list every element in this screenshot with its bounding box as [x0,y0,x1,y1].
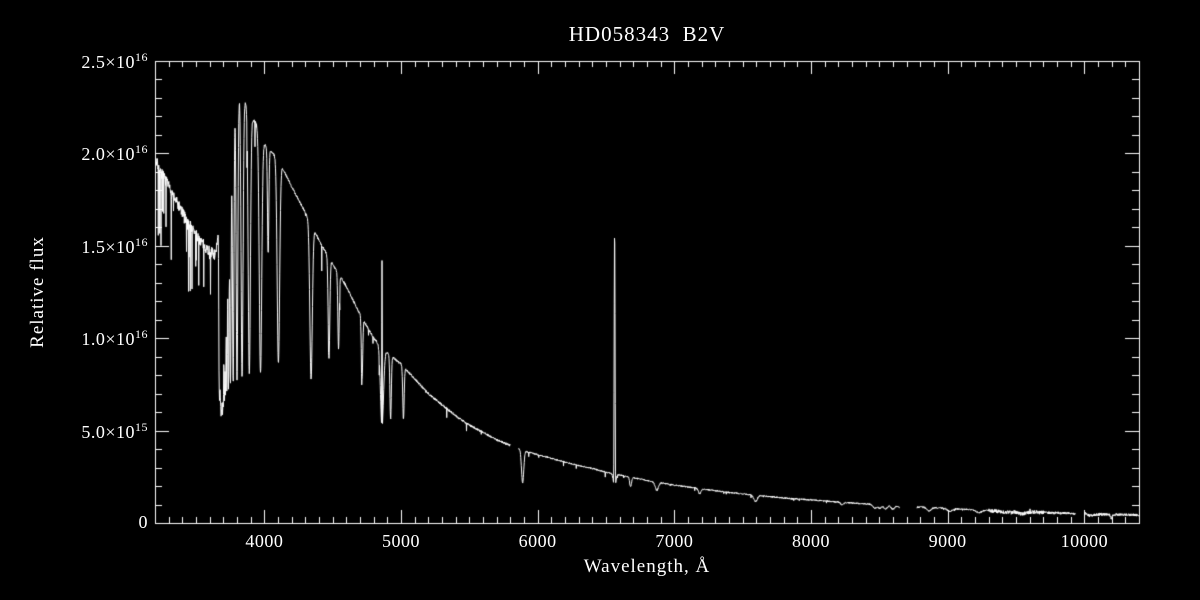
y-tick-label: 1.0×1016 [81,327,148,350]
x-tick-label: 7000 [655,531,694,551]
x-tick-label: 6000 [518,531,557,551]
y-tick-label: 2.5×1016 [81,50,148,72]
x-axis-title: Wavelength, Å [583,556,711,577]
x-tick-label: 8000 [792,531,830,551]
x-tick-label: 5000 [382,531,420,551]
y-tick-label: 5.0×1015 [81,419,148,442]
x-tick-label: 9000 [928,531,967,551]
y-tick-label: 2.0×1016 [81,142,148,165]
y-tick-label: 0 [138,512,148,532]
x-tick-label: 4000 [245,531,284,551]
chart-title: HD058343 B2V [568,22,726,46]
y-tick-label: 1.5×1016 [81,234,148,257]
x-tick-label: 10000 [1060,531,1109,551]
